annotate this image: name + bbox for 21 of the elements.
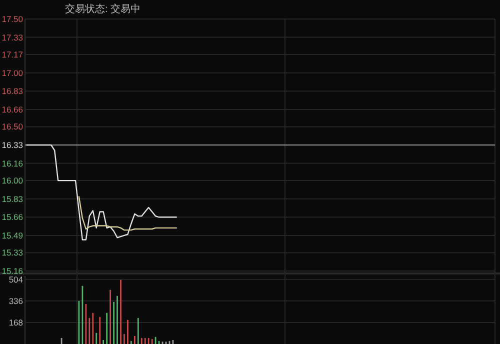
line-series (78, 196, 178, 231)
y-tick-label: 15.83 (2, 194, 24, 204)
y-tick-label: 17.50 (2, 14, 24, 24)
y-tick-label: 17.33 (2, 32, 24, 42)
y-tick-label: 16.50 (2, 122, 24, 132)
y-tick-label: 15.16 (2, 266, 24, 276)
y-tick-label: 15.33 (2, 248, 24, 258)
y-tick-label: 16.66 (2, 104, 24, 114)
y-tick-label: 15.49 (2, 230, 24, 240)
y-tick-label: 504 (8, 274, 24, 284)
y-tick-label: 16.16 (2, 158, 24, 168)
y-tick-label: 17.17 (2, 50, 24, 60)
y-tick-label: 16.83 (2, 86, 24, 96)
y-tick-label: 15.66 (2, 212, 24, 222)
chart-title: 交易状态: 交易中 (65, 3, 141, 15)
y-tick-label: 16.33 (2, 140, 24, 150)
y-tick-label: 168 (8, 317, 24, 328)
line-series (26, 144, 178, 240)
y-tick-label: 336 (8, 296, 24, 306)
y-tick-label: 16.00 (2, 176, 24, 186)
y-tick-label: 17.00 (2, 68, 24, 78)
